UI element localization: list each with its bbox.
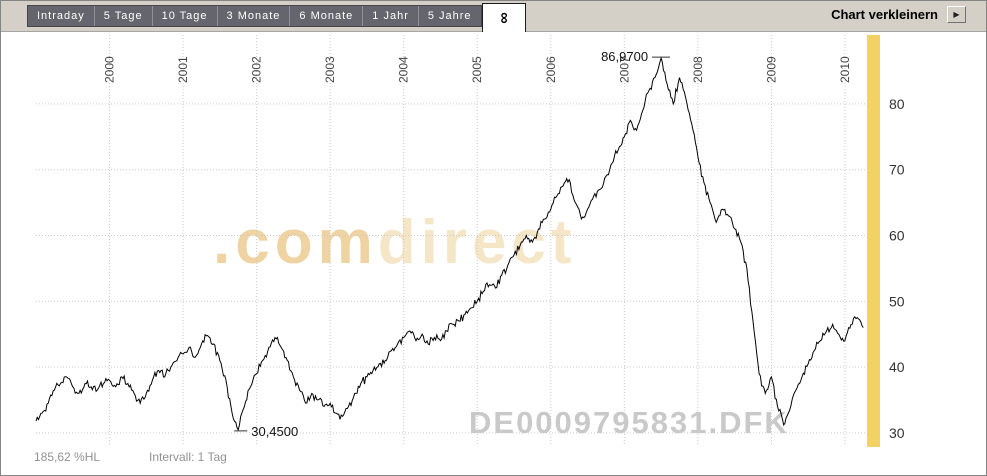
tab-3-monate[interactable]: 3 Monate — [217, 6, 291, 26]
x-axis-year-label: 2010 — [838, 56, 852, 83]
watermark-instrument: DE0009795831.DFK — [469, 405, 789, 440]
x-axis-year-label: 2007 — [617, 56, 631, 83]
high-value-label: 86,9700 — [601, 49, 648, 64]
status-range-label: 185,62 %HL — [34, 450, 101, 464]
status-interval-label: Intervall: 1 Tag — [149, 450, 227, 464]
x-axis-year-label: 2008 — [691, 56, 705, 83]
y-axis-price-label: 70 — [889, 162, 905, 178]
x-axis-year-label: 2000 — [103, 56, 117, 83]
tab-max-period[interactable]: ∞ — [481, 3, 526, 32]
tab-5-jahre[interactable]: 5 Jahre — [418, 6, 481, 26]
latest-period-highlight-bar — [867, 35, 880, 447]
watermark-brand-suffix: direct — [377, 208, 577, 277]
tab-6-monate[interactable]: 6 Monate — [290, 6, 364, 26]
arrow-right-icon: ▶ — [953, 10, 960, 19]
chart-shrink-button[interactable]: ▶ — [947, 6, 966, 23]
infinity-icon: ∞ — [495, 12, 513, 24]
low-value-label: 30,4500 — [251, 424, 298, 439]
chart-shrink-label[interactable]: Chart verkleinern — [831, 7, 938, 22]
chart-area — [1, 32, 986, 475]
x-axis-year-label: 2005 — [470, 56, 484, 83]
tab-1-jahr[interactable]: 1 Jahr — [363, 6, 419, 26]
period-tabs: Intraday 5 Tage 10 Tage 3 Monate 6 Monate 1 J… — [27, 5, 482, 27]
y-axis-price-label: 80 — [889, 96, 905, 112]
tab-10-tage[interactable]: 10 Tage — [152, 6, 218, 26]
y-axis-price-label: 30 — [889, 425, 905, 441]
tab-intraday[interactable]: Intraday — [28, 6, 95, 26]
y-axis-price-label: 60 — [889, 227, 905, 243]
tab-5-tage[interactable]: 5 Tage — [94, 6, 153, 26]
shrink-control: Chart verkleinern ▶ — [831, 6, 986, 23]
watermark-brand-prefix: .com — [213, 208, 378, 277]
x-axis-year-label: 2009 — [764, 56, 778, 83]
x-axis-year-label: 2002 — [250, 56, 264, 83]
x-axis-year-label: 2001 — [176, 56, 190, 83]
x-axis-year-label: 2003 — [323, 56, 337, 83]
price-line-series — [35, 56, 864, 432]
x-axis-year-label: 2004 — [397, 56, 411, 83]
y-axis-price-label: 40 — [889, 359, 905, 375]
x-axis-year-label: 2006 — [544, 56, 558, 83]
watermark-brand: .comdirect — [213, 207, 577, 278]
toolbar: Intraday 5 Tage 10 Tage 3 Monate 6 Monate 1 J… — [1, 1, 986, 32]
y-axis-price-label: 50 — [889, 293, 905, 309]
